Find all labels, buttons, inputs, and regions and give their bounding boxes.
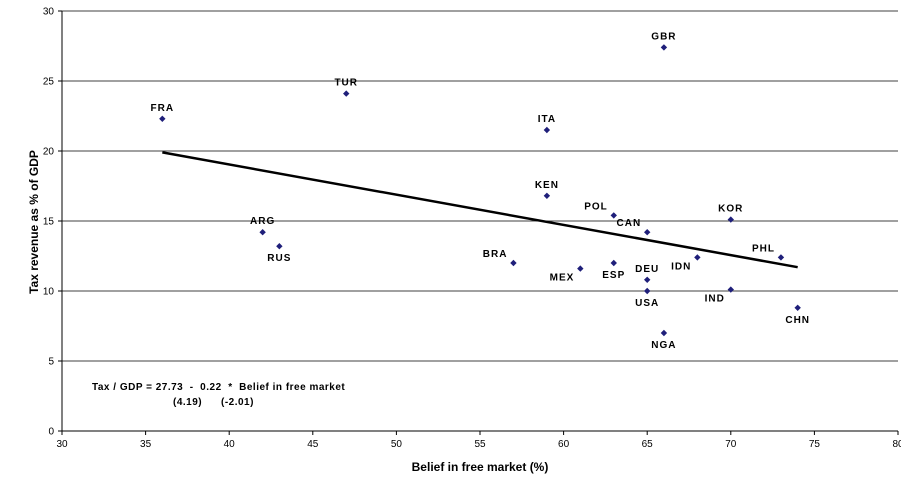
point-label-deu: DEU: [635, 264, 659, 275]
point-label-idn: IDN: [671, 261, 691, 272]
x-axis-title: Belief in free market (%): [412, 460, 549, 474]
point-label-tur: TUR: [334, 78, 358, 89]
regression-equation: Tax / GDP = 27.73 - 0.22 * Belief in fre…: [92, 382, 345, 393]
x-tick-label-40: 40: [224, 439, 236, 450]
x-tick-label-60: 60: [558, 439, 570, 450]
trend-line: [162, 151, 798, 269]
data-point-bra: [510, 259, 517, 267]
x-tick-label-75: 75: [809, 439, 821, 450]
data-point-rus: [276, 243, 283, 250]
data-point-phl: [777, 254, 785, 261]
gridlines: [62, 10, 898, 362]
data-point-ken: [543, 192, 551, 199]
data-point-ita: [543, 126, 551, 134]
data-point-arg: [259, 229, 266, 236]
data-points: [159, 44, 801, 337]
data-point-pol: [610, 212, 617, 219]
point-label-nga: NGA: [651, 340, 676, 351]
x-tick-label-45: 45: [307, 439, 319, 450]
data-point-ind: [727, 286, 734, 293]
x-tick-label-80: 80: [892, 439, 901, 450]
point-label-gbr: GBR: [651, 31, 676, 42]
data-point-can: [644, 229, 651, 236]
data-point-fra: [159, 115, 166, 122]
point-label-ita: ITA: [538, 114, 556, 125]
y-tick-label-0: 0: [48, 427, 54, 438]
y-tick-labels: 0 5 10 15 20 25 30: [43, 7, 62, 438]
x-tick-label-70: 70: [725, 439, 737, 450]
data-point-kor: [727, 216, 734, 223]
data-point-gbr: [660, 44, 668, 51]
y-tick-label-25: 25: [43, 77, 55, 88]
point-labels: GBR TUR FRA ITA KEN POL KOR CAN ARG RUS PHL IDN BRA E…: [151, 31, 810, 351]
point-label-pol: POL: [584, 201, 608, 212]
y-tick-label-20: 20: [43, 147, 55, 158]
data-point-usa: [644, 287, 651, 295]
x-tick-label-50: 50: [391, 439, 403, 450]
data-point-idn: [694, 254, 701, 261]
point-label-ken: KEN: [535, 180, 559, 191]
regression-se-intercept: (4.19): [173, 397, 202, 408]
point-label-can: CAN: [617, 218, 642, 229]
point-label-fra: FRA: [151, 103, 175, 114]
point-label-rus: RUS: [267, 253, 291, 264]
x-tick-label-65: 65: [642, 439, 654, 450]
point-label-kor: KOR: [718, 204, 743, 215]
y-tick-label-15: 15: [43, 217, 55, 228]
data-point-nga: [660, 329, 668, 337]
x-tick-label-55: 55: [474, 439, 486, 450]
data-point-deu: [644, 276, 651, 283]
x-tick-label-35: 35: [140, 439, 152, 450]
point-label-phl: PHL: [752, 243, 775, 254]
point-label-ind: IND: [705, 294, 725, 305]
data-point-tur: [343, 90, 350, 97]
regression-se-slope: (-2.01): [221, 397, 254, 408]
point-label-chn: CHN: [785, 315, 810, 326]
point-label-usa: USA: [635, 298, 659, 309]
x-tick-labels: 30 35 40 45 50 55 60 65 70 75 80: [56, 431, 901, 450]
point-label-esp: ESP: [602, 270, 625, 281]
y-tick-label-5: 5: [48, 357, 54, 368]
point-label-mex: MEX: [550, 273, 575, 284]
point-label-bra: BRA: [483, 249, 508, 260]
data-point-mex: [577, 265, 584, 272]
x-tick-label-30: 30: [56, 439, 68, 450]
y-tick-label-30: 30: [43, 7, 55, 18]
y-axis-title: Tax revenue as % of GDP: [27, 150, 41, 294]
y-tick-label-10: 10: [43, 287, 55, 298]
data-point-esp: [610, 259, 617, 267]
data-point-chn: [794, 304, 801, 311]
point-label-arg: ARG: [250, 216, 275, 227]
